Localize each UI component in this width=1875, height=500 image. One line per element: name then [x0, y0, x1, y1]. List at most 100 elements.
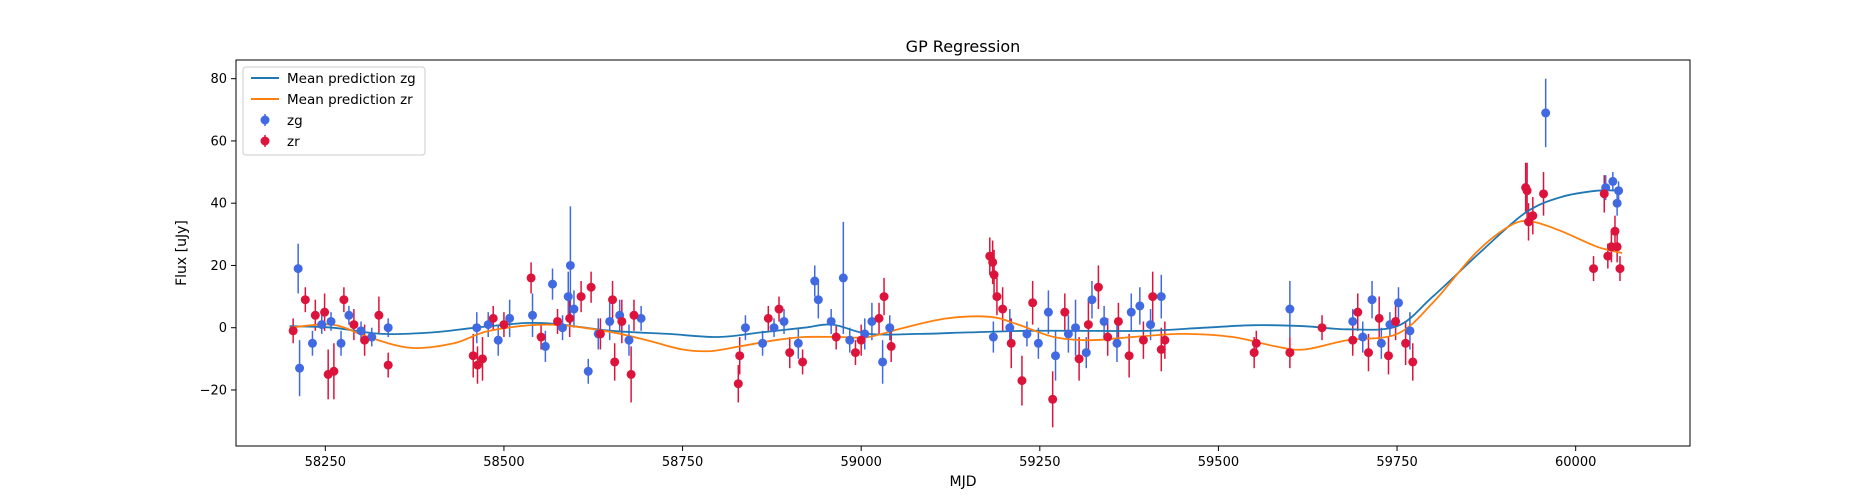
data-point-zr	[1391, 316, 1401, 326]
data-point-zr	[310, 310, 320, 320]
data-point-zr	[1408, 357, 1418, 367]
data-point-zg	[769, 323, 779, 333]
data-point-zr	[785, 348, 795, 358]
y-axis-label: Flux [uJy]	[174, 220, 190, 286]
x-tick-label: 58750	[662, 455, 703, 470]
legend-marker-zr	[260, 136, 270, 146]
data-point-zg	[548, 279, 558, 289]
data-point-zr	[989, 270, 999, 280]
data-point-zg	[383, 323, 393, 333]
data-point-zg	[558, 323, 568, 333]
x-tick-label: 59500	[1198, 455, 1239, 470]
data-point-zg	[1051, 351, 1061, 361]
data-point-zr	[300, 295, 310, 305]
y-tick-label: 60	[210, 134, 227, 149]
data-point-zg	[569, 304, 579, 314]
data-point-zr	[472, 360, 482, 370]
x-tick-label: 59750	[1376, 455, 1417, 470]
data-point-zg	[1393, 298, 1403, 308]
data-point-zg	[1081, 348, 1091, 358]
data-point-zr	[595, 329, 605, 339]
data-point-zg	[1541, 108, 1551, 118]
x-tick-label: 59000	[841, 455, 882, 470]
data-point-zr	[536, 332, 546, 342]
data-point-zr	[1599, 189, 1609, 199]
data-point-zg	[528, 310, 538, 320]
data-point-zg	[1022, 329, 1032, 339]
y-tick-label: 80	[210, 72, 227, 87]
data-point-zr	[1251, 338, 1261, 348]
data-point-zg	[779, 316, 789, 326]
legend-label-zr: zr	[287, 134, 300, 150]
data-point-zr	[383, 360, 393, 370]
data-point-zg	[1112, 338, 1122, 348]
data-point-zg	[1033, 338, 1043, 348]
data-point-zg	[505, 313, 515, 323]
data-point-zg	[293, 264, 303, 274]
legend: Mean prediction zg Mean prediction zr zg…	[242, 66, 426, 156]
data-point-zg	[885, 323, 895, 333]
data-point-zr	[774, 304, 784, 314]
x-tick-label: 58500	[483, 455, 524, 470]
data-point-zr	[1048, 394, 1058, 404]
data-point-zr	[499, 320, 509, 330]
data-point-zr	[831, 332, 841, 342]
data-point-zr	[349, 320, 359, 330]
data-point-zg	[367, 332, 377, 342]
data-point-zg	[1405, 326, 1415, 336]
data-point-zr	[1148, 292, 1158, 302]
data-point-zr	[1353, 307, 1363, 317]
data-point-zr	[1615, 264, 1625, 274]
data-point-zg	[563, 292, 573, 302]
data-point-zg	[867, 316, 877, 326]
data-point-zg	[845, 335, 855, 345]
data-point-zg	[878, 357, 888, 367]
data-point-zg	[493, 335, 503, 345]
data-point-zg	[1348, 316, 1358, 326]
data-point-zr	[553, 316, 563, 326]
data-point-zr	[1074, 354, 1084, 364]
data-point-zr	[798, 357, 808, 367]
data-point-zr	[526, 273, 536, 283]
data-point-zr	[735, 351, 745, 361]
data-point-zr	[886, 341, 896, 351]
data-point-zg	[810, 276, 820, 286]
data-point-zr	[1160, 335, 1170, 345]
data-point-zr	[360, 335, 370, 345]
legend-label-mean-zr: Mean prediction zr	[287, 92, 413, 108]
x-tick-label: 60000	[1555, 455, 1596, 470]
data-point-zr	[879, 292, 889, 302]
data-points	[288, 108, 1625, 404]
data-point-zg	[605, 316, 615, 326]
data-point-zg	[356, 326, 366, 336]
legend-label-zg: zg	[287, 113, 303, 129]
data-point-zr	[586, 282, 596, 292]
data-point-zg	[1146, 320, 1156, 330]
data-point-zg	[326, 316, 336, 326]
data-point-zr	[1522, 186, 1532, 196]
mean-prediction-zr-line	[289, 220, 1623, 353]
data-point-zr	[626, 369, 636, 379]
data-point-zg	[1071, 323, 1081, 333]
data-point-zg	[1156, 292, 1166, 302]
data-point-zg	[1099, 316, 1109, 326]
data-point-zg	[1005, 323, 1015, 333]
data-point-zg	[1376, 338, 1386, 348]
data-point-zr	[374, 310, 384, 320]
x-tick-label: 58250	[305, 455, 346, 470]
data-point-zg	[838, 273, 848, 283]
data-point-zr	[1401, 338, 1411, 348]
data-point-zg	[472, 323, 482, 333]
data-point-zg	[793, 338, 803, 348]
y-tick-label: 20	[210, 259, 227, 274]
data-point-zr	[468, 351, 478, 361]
data-point-zr	[610, 357, 620, 367]
y-axis: −20 0 20 40 60 80	[200, 72, 236, 398]
data-point-zr	[339, 295, 349, 305]
data-point-zr	[565, 313, 575, 323]
data-point-zr	[874, 313, 884, 323]
data-point-zr	[488, 313, 498, 323]
data-point-zg	[1087, 295, 1097, 305]
data-point-zg	[540, 341, 550, 351]
data-point-zg	[317, 320, 327, 330]
